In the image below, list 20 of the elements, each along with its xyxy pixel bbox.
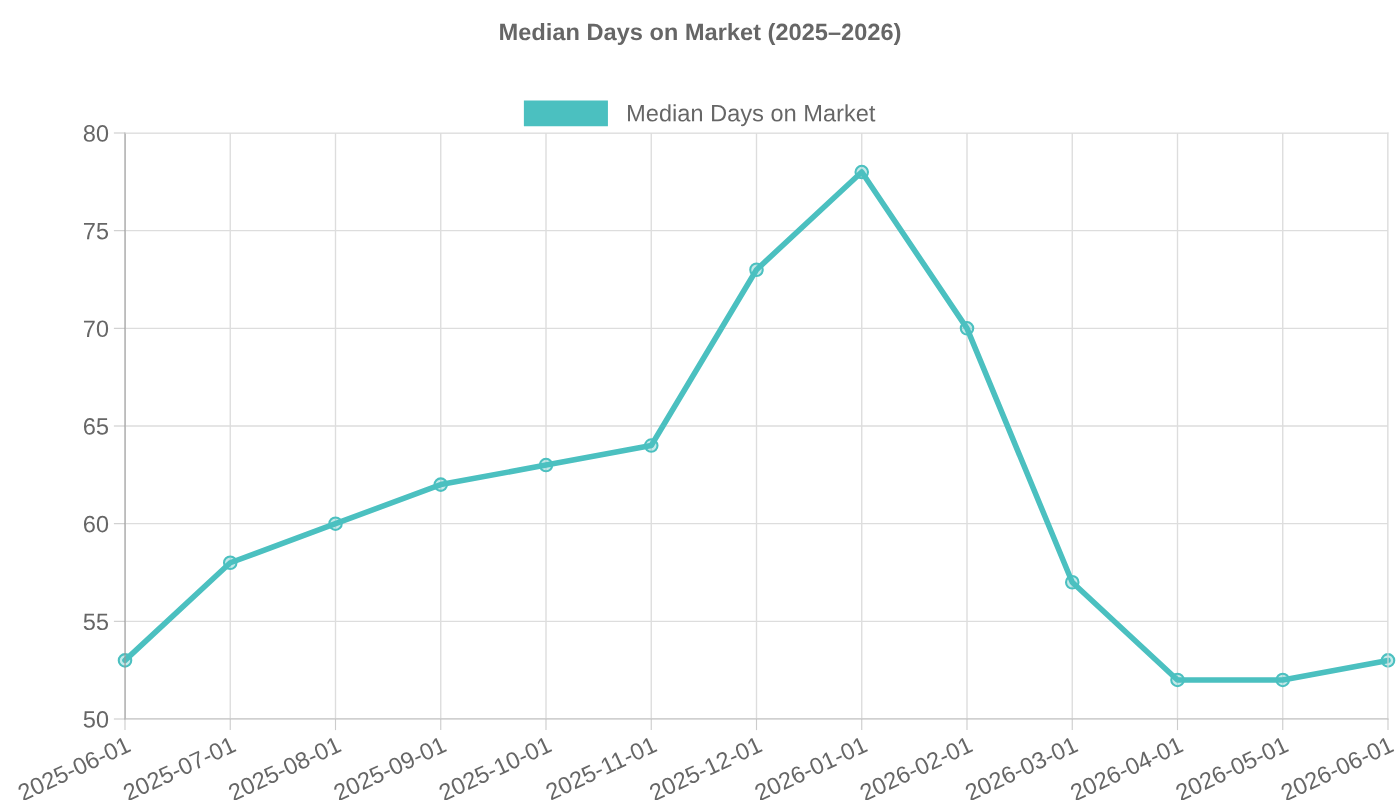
point bbox=[1170, 672, 1185, 688]
point bbox=[1064, 574, 1080, 590]
point bbox=[854, 164, 870, 180]
point bbox=[643, 438, 659, 453]
legend-label: Median Days on Market bbox=[628, 104, 876, 127]
y-tick-label: 70 bbox=[83, 320, 109, 338]
point bbox=[959, 321, 975, 336]
point bbox=[433, 477, 449, 492]
y-tick-label: 75 bbox=[83, 222, 109, 240]
point bbox=[749, 262, 764, 278]
y-tick-label: 80 bbox=[83, 125, 109, 142]
point bbox=[1275, 672, 1291, 688]
y-tick-label: 50 bbox=[83, 711, 109, 728]
point bbox=[538, 457, 554, 473]
y-tick-label: 55 bbox=[83, 613, 109, 631]
chart-title: Median Days on Market (2025–2026) bbox=[500, 23, 901, 45]
point bbox=[222, 555, 238, 571]
y-tick-label: 65 bbox=[83, 418, 109, 435]
point bbox=[328, 516, 343, 531]
y-tick-label: 60 bbox=[83, 515, 109, 533]
